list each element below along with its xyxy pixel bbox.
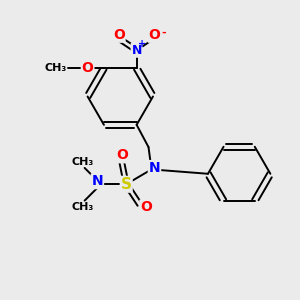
Text: N: N: [92, 174, 103, 188]
Text: CH₃: CH₃: [72, 157, 94, 167]
Text: O: O: [82, 61, 94, 75]
Text: +: +: [138, 39, 146, 49]
Text: O: O: [148, 28, 160, 42]
Text: N: N: [131, 44, 142, 57]
Text: O: O: [140, 200, 152, 214]
Text: CH₃: CH₃: [72, 202, 94, 212]
Text: O: O: [116, 148, 128, 162]
Text: O: O: [113, 28, 125, 42]
Text: CH₃: CH₃: [44, 63, 67, 73]
Text: -: -: [162, 28, 166, 38]
Text: S: S: [121, 177, 132, 192]
Text: N: N: [148, 161, 160, 175]
